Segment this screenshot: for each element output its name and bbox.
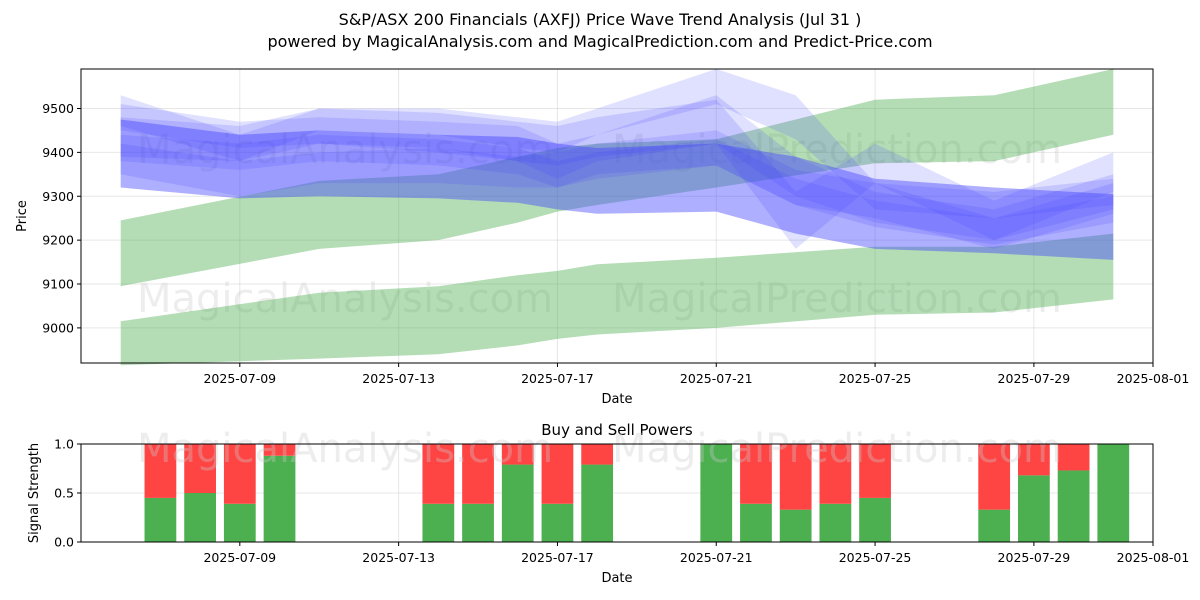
buy-power-bar	[501, 464, 534, 542]
sell-power-bar	[1057, 444, 1090, 471]
signal-x-tick-label: 2025-08-01	[1117, 550, 1190, 565]
wave-2-band	[120, 95, 1114, 241]
sell-power-bar	[541, 444, 574, 504]
sell-power-bar	[740, 444, 772, 504]
signal-plot-area	[81, 444, 1153, 542]
price-y-tick-label: 9300	[42, 189, 74, 204]
watermark-upper-right: MagicalPrediction.com	[612, 127, 1062, 173]
signal-chart: Buy and Sell Powers MagicalAnalysis.com …	[27, 421, 1189, 586]
price-x-tick-label: 2025-07-29	[998, 371, 1071, 386]
signal-y-axis-title: Signal Strength	[27, 443, 42, 543]
buy-power-bar	[819, 503, 852, 542]
signal-x-tick-label: 2025-07-09	[203, 550, 276, 565]
price-x-tick-label: 2025-07-13	[362, 371, 435, 386]
watermark-upper-left: MagicalAnalysis.com	[137, 127, 553, 173]
signal-y-tick-label: 0.0	[54, 535, 74, 550]
signal-chart-title: Buy and Sell Powers	[541, 421, 693, 439]
sell-power-bar	[462, 444, 494, 504]
sell-power-bar	[819, 444, 852, 504]
price-x-axis-title: Date	[601, 392, 632, 407]
signal-x-tick-label: 2025-07-29	[998, 550, 1071, 565]
buy-power-bar	[422, 503, 455, 542]
price-y-axis-title: Price	[15, 200, 30, 232]
watermark-lower-left: MagicalAnalysis.com	[137, 276, 553, 322]
price-watermarks: MagicalAnalysis.com MagicalPrediction.co…	[137, 127, 1062, 322]
buy-power-bar	[581, 464, 614, 542]
signal-x-tick-label: 2025-07-13	[362, 550, 435, 565]
watermark-lower-right: MagicalPrediction.com	[612, 276, 1062, 322]
signal-x-tick-label: 2025-07-17	[521, 550, 594, 565]
signal-x-tick-label: 2025-07-25	[839, 550, 912, 565]
signal-bars	[144, 444, 1130, 542]
sell-power-bar	[144, 444, 177, 498]
price-y-tick-label: 9000	[42, 320, 74, 335]
wave-5-band	[120, 134, 1114, 245]
price-y-axis: 9000 9100 9200 9300 9400 9500	[42, 101, 81, 335]
signal-y-axis: 0.0 0.5 1.0	[54, 437, 81, 550]
buy-power-bar	[263, 455, 296, 542]
signal-x-tick-label: 2025-07-21	[680, 550, 753, 565]
buy-power-bar	[462, 503, 494, 542]
buy-power-bar	[859, 497, 891, 542]
sell-power-bar	[859, 444, 891, 498]
buy-power-bar	[779, 509, 812, 542]
sell-power-bar	[184, 444, 216, 493]
buy-power-bar	[223, 503, 256, 542]
sell-power-bar	[422, 444, 455, 504]
signal-watermark-right: MagicalPrediction.com	[612, 426, 1062, 472]
main-chart-subtitle: powered by MagicalAnalysis.com and Magic…	[267, 32, 932, 51]
sell-power-bar	[779, 444, 812, 510]
wave-1-band	[120, 119, 1114, 260]
price-x-tick-label: 2025-07-25	[839, 371, 912, 386]
buy-power-bar	[541, 503, 574, 542]
price-plot-frame	[80, 68, 1154, 364]
buy-power-bar	[700, 444, 733, 542]
wave-3-band	[120, 130, 1114, 249]
sell-power-bar	[1018, 444, 1050, 476]
price-y-tick-label: 9200	[42, 233, 74, 248]
buy-power-bar	[1018, 475, 1050, 542]
price-x-tick-label: 2025-07-17	[521, 371, 594, 386]
signal-x-axis-title: Date	[601, 571, 632, 586]
lower-trend-channel-band	[120, 233, 1114, 366]
signal-y-tick-label: 0.5	[54, 486, 74, 501]
sell-power-bar	[581, 444, 614, 465]
signal-y-tick-label: 1.0	[54, 437, 74, 452]
price-x-axis: 2025-07-09 2025-07-13 2025-07-17 2025-07-21…	[203, 363, 1189, 386]
signal-watermarks: MagicalAnalysis.com MagicalPrediction.co…	[137, 426, 1062, 472]
price-plot-area	[81, 69, 1153, 363]
wave-4-band	[120, 99, 1114, 249]
buy-power-bar	[1057, 470, 1090, 542]
buy-power-bar	[978, 509, 1011, 542]
price-chart: MagicalAnalysis.com MagicalPrediction.co…	[15, 68, 1189, 407]
upper-trend-channel-band	[120, 69, 1114, 287]
signal-x-axis: 2025-07-09 2025-07-13 2025-07-17 2025-07-21…	[203, 542, 1189, 565]
buy-power-bar	[184, 493, 216, 542]
buy-power-bar	[1097, 444, 1130, 542]
sell-power-bar	[978, 444, 1011, 510]
signal-watermark-left: MagicalAnalysis.com	[137, 426, 553, 472]
buy-power-bar	[144, 497, 177, 542]
price-x-tick-label: 2025-07-21	[680, 371, 753, 386]
wave-bands	[120, 69, 1114, 260]
wave-6-band	[120, 69, 1114, 219]
price-y-tick-label: 9100	[42, 277, 74, 292]
trend-bands	[120, 69, 1114, 366]
sell-power-bar	[501, 444, 534, 465]
price-y-tick-label: 9400	[42, 145, 74, 160]
main-chart-title: S&P/ASX 200 Financials (AXFJ) Price Wave…	[339, 10, 862, 29]
price-x-tick-label: 2025-07-09	[203, 371, 276, 386]
sell-power-bar	[263, 444, 296, 456]
buy-power-bar	[740, 503, 772, 542]
price-x-tick-label: 2025-08-01	[1117, 371, 1190, 386]
sell-power-bar	[223, 444, 256, 504]
price-y-tick-label: 9500	[42, 101, 74, 116]
